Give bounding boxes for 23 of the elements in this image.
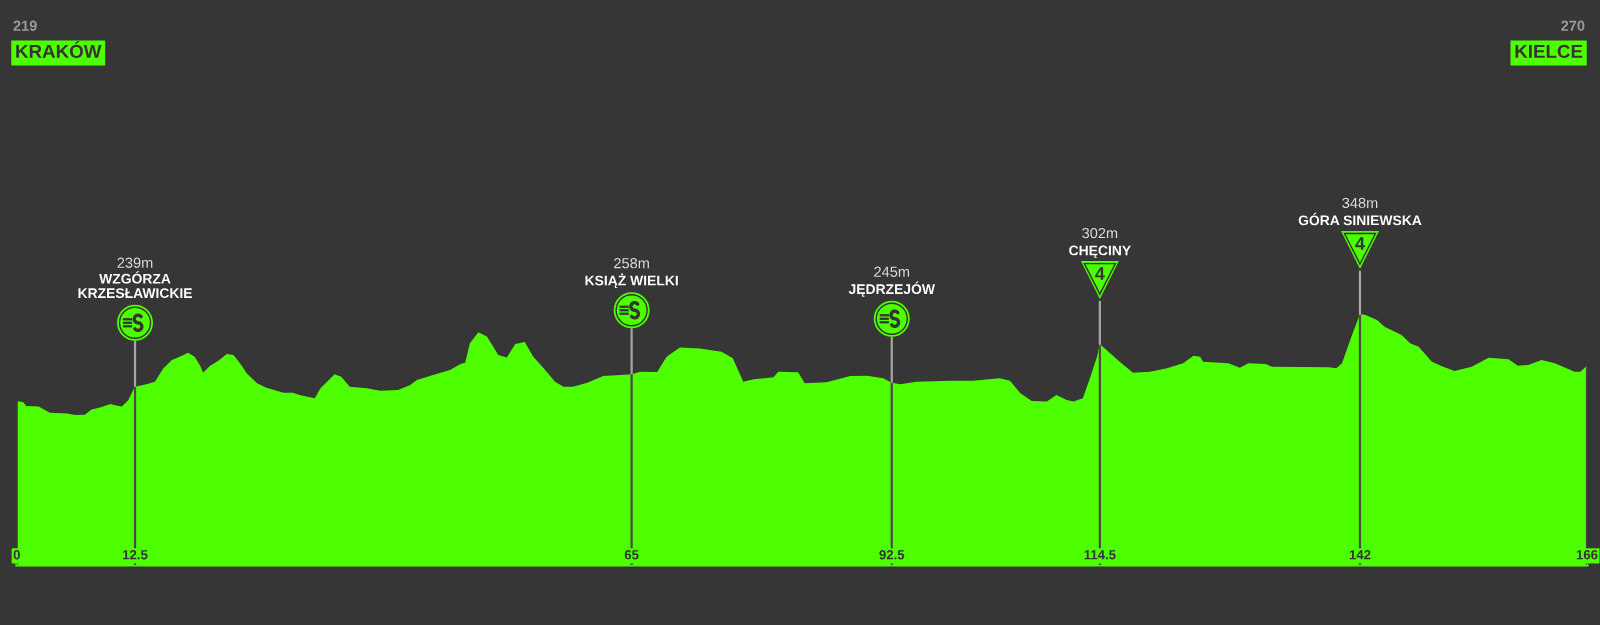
text: KIELCE	[1515, 44, 1583, 59]
text: GÓRA SINIEWSKA	[1298, 212, 1422, 226]
text: 270	[1561, 20, 1585, 31]
x-tick-label: 12.5	[123, 550, 148, 560]
text: 258m	[614, 258, 649, 269]
x-tick-label: 65	[624, 550, 639, 560]
annotation: 4	[1355, 237, 1365, 250]
text: WZGÓRZA KRZESŁAWICKIE	[78, 271, 192, 299]
text: 348m	[1342, 197, 1378, 209]
x-tick-label: 166	[1576, 550, 1598, 560]
text: 245m	[874, 266, 910, 277]
text: JĘDRZEJÓW	[848, 281, 935, 297]
text: 239m	[117, 257, 153, 268]
text: CHĘCINY	[1069, 245, 1131, 259]
text: 302m	[1082, 227, 1118, 239]
text: KRAKÓW	[16, 41, 102, 59]
text: KSIĄŻ WIELKI	[585, 273, 678, 289]
x-tick-label: 142	[1349, 550, 1371, 560]
x-tick-label: 114.5	[1084, 550, 1116, 560]
x-tick-label: 0	[13, 550, 20, 560]
x-tick-label: 92.5	[879, 550, 905, 560]
annotation: 4	[1095, 267, 1105, 280]
text: 219	[13, 20, 37, 31]
